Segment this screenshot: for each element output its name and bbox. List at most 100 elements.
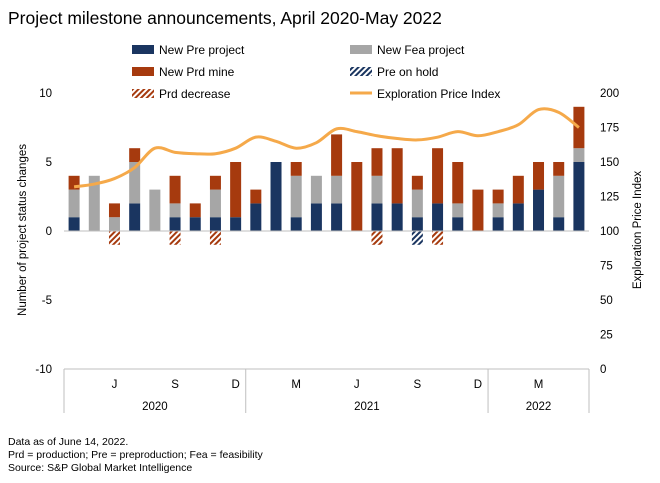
bar-new-prd-mine bbox=[209, 175, 221, 190]
y2-axis: 200 175 150 125 100 75 50 25 0 bbox=[600, 88, 619, 376]
bar-new-pre-project bbox=[169, 217, 181, 231]
bar-new-fea-project bbox=[553, 175, 565, 218]
x-month-label: J bbox=[354, 379, 360, 391]
legend-item-prd-decrease: Prd decrease bbox=[132, 87, 231, 101]
bar-new-fea-project bbox=[492, 203, 504, 218]
legend-item-pre-hold: Pre on hold bbox=[350, 65, 438, 79]
bar-new-pre-project bbox=[452, 217, 464, 231]
legend: New Pre project New Fea project New Prd … bbox=[132, 43, 500, 101]
y-tick-label: 0 bbox=[46, 226, 52, 238]
bar-new-fea-project bbox=[129, 162, 141, 204]
legend-swatch-pre-hold bbox=[350, 67, 372, 76]
bar-new-prd-mine bbox=[351, 162, 363, 231]
bar-new-pre-project bbox=[573, 162, 585, 231]
y2-tick-label: 150 bbox=[600, 157, 619, 169]
bar-new-pre-project bbox=[411, 217, 423, 231]
legend-label-pre: New Pre project bbox=[159, 43, 245, 57]
bar-new-fea-project bbox=[290, 175, 302, 218]
bar-new-pre-project bbox=[189, 217, 201, 231]
bar-new-prd-mine bbox=[108, 203, 120, 218]
bar-prd-decrease bbox=[169, 231, 181, 245]
bar-new-pre-project bbox=[129, 203, 141, 231]
bar-new-prd-mine bbox=[452, 162, 464, 204]
bar-new-pre-project bbox=[270, 162, 282, 231]
legend-label-pre-hold: Pre on hold bbox=[377, 65, 438, 79]
bar-new-fea-project bbox=[371, 175, 383, 204]
bar-new-fea-project bbox=[331, 175, 343, 204]
bar-new-pre-project bbox=[310, 203, 322, 231]
bar-new-fea-project bbox=[169, 203, 181, 218]
bar-new-prd-mine bbox=[250, 189, 262, 204]
legend-label-prd-decrease: Prd decrease bbox=[159, 87, 231, 101]
bar-new-prd-mine bbox=[512, 175, 524, 204]
y2-tick-label: 200 bbox=[600, 88, 619, 100]
bar-prd-decrease bbox=[209, 231, 221, 245]
x-year-label: 2020 bbox=[142, 401, 168, 413]
bar-new-fea-project bbox=[310, 175, 322, 204]
legend-swatch-prd bbox=[132, 67, 154, 76]
bar-new-prd-mine bbox=[68, 175, 80, 190]
footnote-date: Data as of June 14, 2022. bbox=[8, 436, 129, 448]
x-month-label: S bbox=[171, 379, 179, 391]
y-axis: 10 5 0 -5 -10 bbox=[35, 88, 52, 376]
footnote-abbrev: Prd = production; Pre = preproduction; F… bbox=[8, 449, 263, 461]
x-year-label: 2022 bbox=[526, 401, 552, 413]
y-tick-label: -10 bbox=[35, 364, 52, 376]
bar-prd-decrease bbox=[432, 231, 444, 245]
legend-label-prd: New Prd mine bbox=[159, 65, 235, 79]
x-month-label: M bbox=[291, 379, 301, 391]
y-axis-title: Number of project status changes bbox=[17, 144, 29, 316]
legend-item-pre: New Pre project bbox=[132, 43, 245, 57]
bar-new-prd-mine bbox=[129, 148, 141, 162]
x-month-label: D bbox=[474, 379, 482, 391]
y2-tick-label: 50 bbox=[600, 295, 613, 307]
chart-title: Project milestone announcements, April 2… bbox=[8, 8, 442, 28]
bar-new-pre-project bbox=[250, 203, 262, 231]
x-axis: J S D M J S D M 2020 2021 2022 bbox=[63, 368, 590, 413]
legend-swatch-prd-decrease bbox=[132, 89, 154, 98]
x-month-label: S bbox=[414, 379, 422, 391]
bar-new-pre-project bbox=[290, 217, 302, 231]
epi-line-group bbox=[73, 107, 580, 189]
bar-new-pre-project bbox=[553, 217, 565, 231]
bar-new-prd-mine bbox=[331, 134, 343, 176]
bar-new-prd-mine bbox=[290, 162, 302, 176]
legend-label-fea: New Fea project bbox=[377, 43, 465, 57]
bars bbox=[68, 106, 585, 245]
bar-new-pre-project bbox=[533, 189, 545, 231]
bar-prd-decrease bbox=[371, 231, 383, 245]
bar-new-prd-mine bbox=[189, 203, 201, 218]
legend-swatch-pre bbox=[132, 45, 154, 54]
bar-new-pre-project bbox=[230, 217, 242, 231]
y2-tick-label: 100 bbox=[600, 226, 619, 238]
bar-new-pre-project bbox=[68, 217, 80, 231]
bar-new-fea-project bbox=[108, 217, 120, 231]
y2-tick-label: 0 bbox=[600, 364, 606, 376]
x-month-label: D bbox=[231, 379, 239, 391]
bar-new-fea-project bbox=[88, 175, 100, 231]
legend-item-epi: Exploration Price Index bbox=[350, 87, 500, 101]
bar-new-pre-project bbox=[512, 203, 524, 231]
bar-pre-on-hold bbox=[411, 231, 423, 245]
legend-item-fea: New Fea project bbox=[350, 43, 465, 57]
bar-new-pre-project bbox=[492, 217, 504, 231]
y-tick-label: -5 bbox=[42, 295, 52, 307]
y-tick-label: 5 bbox=[46, 157, 52, 169]
y2-axis-title: Exploration Price Index bbox=[632, 171, 644, 290]
y2-tick-label: 175 bbox=[600, 123, 619, 135]
bar-new-pre-project bbox=[391, 203, 403, 231]
bar-new-prd-mine bbox=[432, 148, 444, 204]
bar-new-prd-mine bbox=[391, 148, 403, 204]
y2-tick-label: 125 bbox=[600, 192, 619, 204]
y2-tick-label: 25 bbox=[600, 330, 613, 342]
bar-new-prd-mine bbox=[230, 162, 242, 218]
bar-new-prd-mine bbox=[573, 106, 585, 149]
legend-swatch-fea bbox=[350, 45, 372, 54]
bar-new-fea-project bbox=[411, 189, 423, 218]
legend-item-prd: New Prd mine bbox=[132, 65, 235, 79]
bar-new-fea-project bbox=[149, 189, 161, 231]
y2-tick-label: 75 bbox=[600, 261, 613, 273]
epi-line bbox=[73, 107, 580, 189]
bar-new-pre-project bbox=[432, 203, 444, 231]
